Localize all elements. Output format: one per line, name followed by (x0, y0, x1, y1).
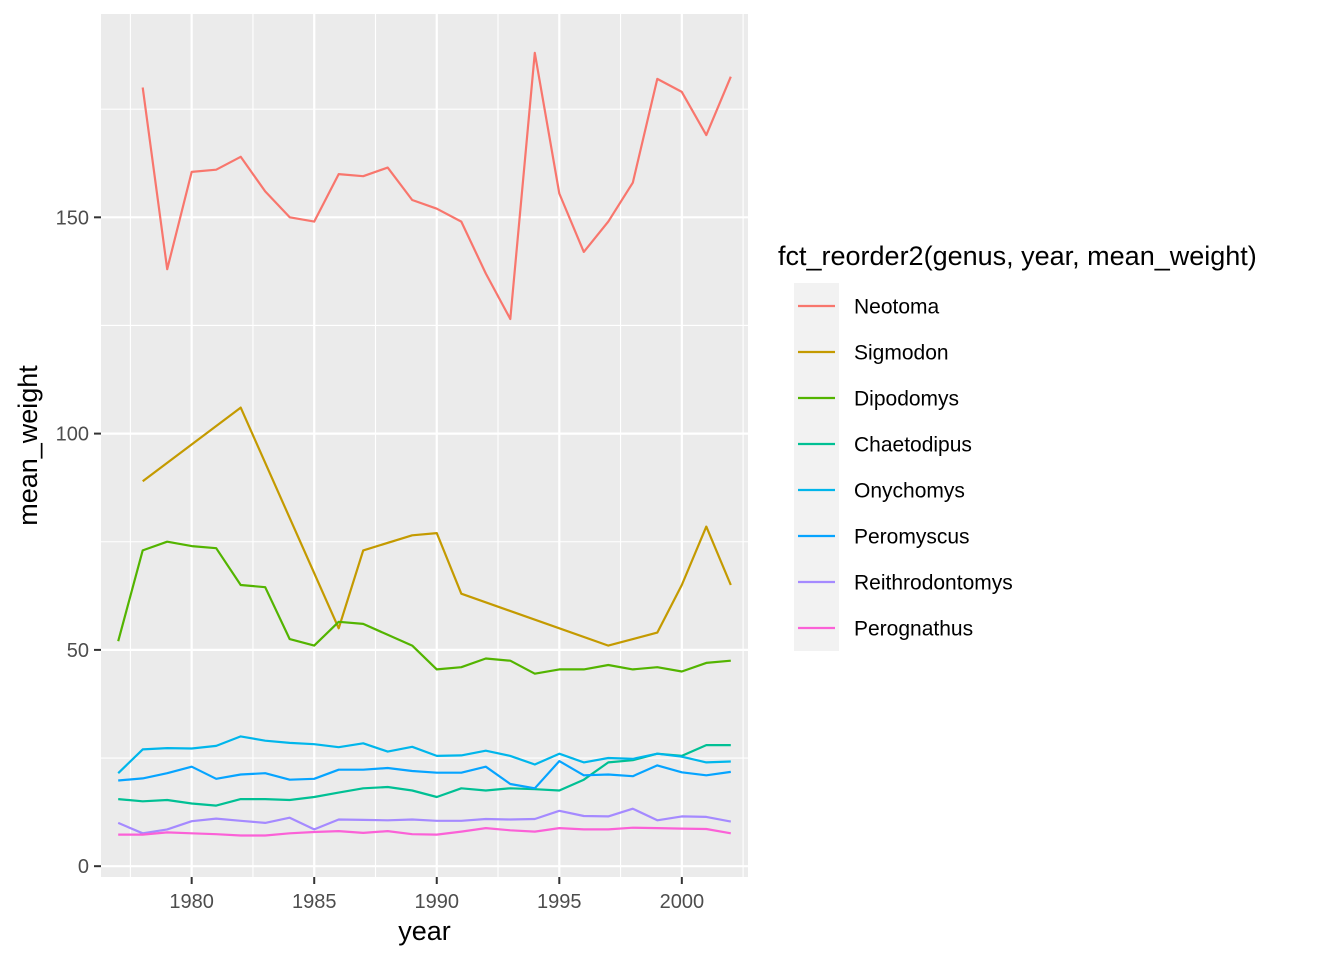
panel-background (101, 14, 748, 877)
legend-label-chaetodipus: Chaetodipus (854, 434, 972, 457)
legend-key-background (794, 283, 839, 651)
series-line-onychomys (117, 735, 731, 774)
legend-label-dipodomys: Dipodomys (854, 388, 959, 411)
y-tick-label: 150 (56, 207, 89, 229)
x-axis-title: year (398, 916, 451, 946)
series-line-sigmodon (142, 406, 732, 647)
legend-label-onychomys: Onychomys (854, 480, 965, 503)
axis-ticks (94, 216, 683, 884)
legend-label-peromyscus: Peromyscus (854, 526, 970, 549)
x-tick-label: 2000 (660, 891, 705, 913)
legend: fct_reorder2(genus, year, mean_weight) N… (778, 241, 1257, 651)
y-axis-tick-labels: 0 50 100 150 (56, 207, 89, 878)
y-tick-label: 0 (78, 856, 89, 878)
legend-title: fct_reorder2(genus, year, mean_weight) (778, 241, 1257, 271)
y-tick-label: 100 (56, 424, 89, 446)
series-line-peromyscus (118, 759, 731, 790)
legend-label-neotoma: Neotoma (854, 296, 940, 319)
x-tick-label: 1980 (169, 891, 214, 913)
series-line-perognathus (118, 826, 731, 837)
series-line-neotoma (141, 51, 732, 321)
x-axis-tick-labels: 1980 1985 1990 1995 2000 (169, 891, 704, 913)
series-lines (117, 51, 732, 837)
y-axis-title: mean_weight (13, 365, 43, 526)
legend-items: Neotoma Sigmodon Dipodomys Chaetodipus Onych… (794, 283, 1013, 651)
y-tick-label: 50 (67, 640, 89, 662)
x-tick-label: 1985 (292, 891, 337, 913)
x-tick-label: 1995 (537, 891, 582, 913)
series-line-reithrodontomys (117, 807, 732, 835)
x-tick-label: 1990 (415, 891, 460, 913)
minor-gridlines (101, 14, 748, 877)
legend-label-perognathus: Perognathus (854, 618, 973, 641)
legend-label-reithrodontomys: Reithrodontomys (854, 572, 1013, 595)
series-line-chaetodipus (118, 743, 731, 807)
legend-label-sigmodon: Sigmodon (854, 342, 949, 365)
series-line-dipodomys (117, 540, 731, 675)
